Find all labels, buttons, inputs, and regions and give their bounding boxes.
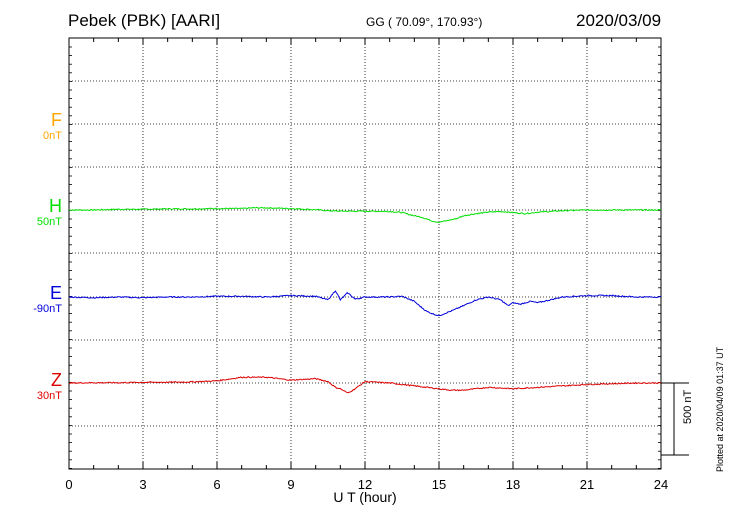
x-tick-label: 15 (432, 477, 446, 492)
x-tick-label: 24 (654, 477, 668, 492)
component-letter-h: H (49, 196, 62, 216)
series-line-h (68, 206, 662, 224)
x-tick-label: 18 (506, 477, 520, 492)
x-tick-label: 9 (287, 477, 294, 492)
component-label-h: H 50nT (30, 196, 62, 229)
station-title: Pebek (PBK) [AARI] (68, 11, 221, 30)
component-letter-f: F (51, 110, 62, 130)
x-tick-label: 21 (580, 477, 594, 492)
component-baseline-z: 30nT (36, 390, 62, 402)
x-tick-label: 6 (213, 477, 220, 492)
component-baseline-e: -90nT (33, 303, 62, 315)
x-tick-label: 12 (358, 477, 372, 492)
component-label-e: E -90nT (24, 283, 62, 316)
component-label-z: Z 30nT (30, 370, 62, 403)
x-axis-label: U T (hour) (333, 489, 397, 505)
series-line-e (68, 290, 661, 317)
geographic-coordinates: GG ( 70.09°, 170.93°) (366, 15, 483, 29)
component-letter-z: Z (51, 370, 62, 390)
scale-bar-label: 500 nT (682, 389, 694, 424)
series-line-z (69, 376, 661, 394)
x-tick-label: 3 (139, 477, 146, 492)
component-baseline-h: 50nT (36, 216, 62, 228)
component-baseline-f: 0nT (43, 130, 62, 142)
plot-date: 2020/03/09 (576, 11, 662, 30)
x-tick-label: 0 (65, 477, 72, 492)
plotted-timestamp: Plotted at 2020/04/09 01:37 UT (715, 346, 725, 472)
component-letter-e: E (49, 283, 62, 303)
component-label-f: F 0nT (30, 110, 62, 143)
